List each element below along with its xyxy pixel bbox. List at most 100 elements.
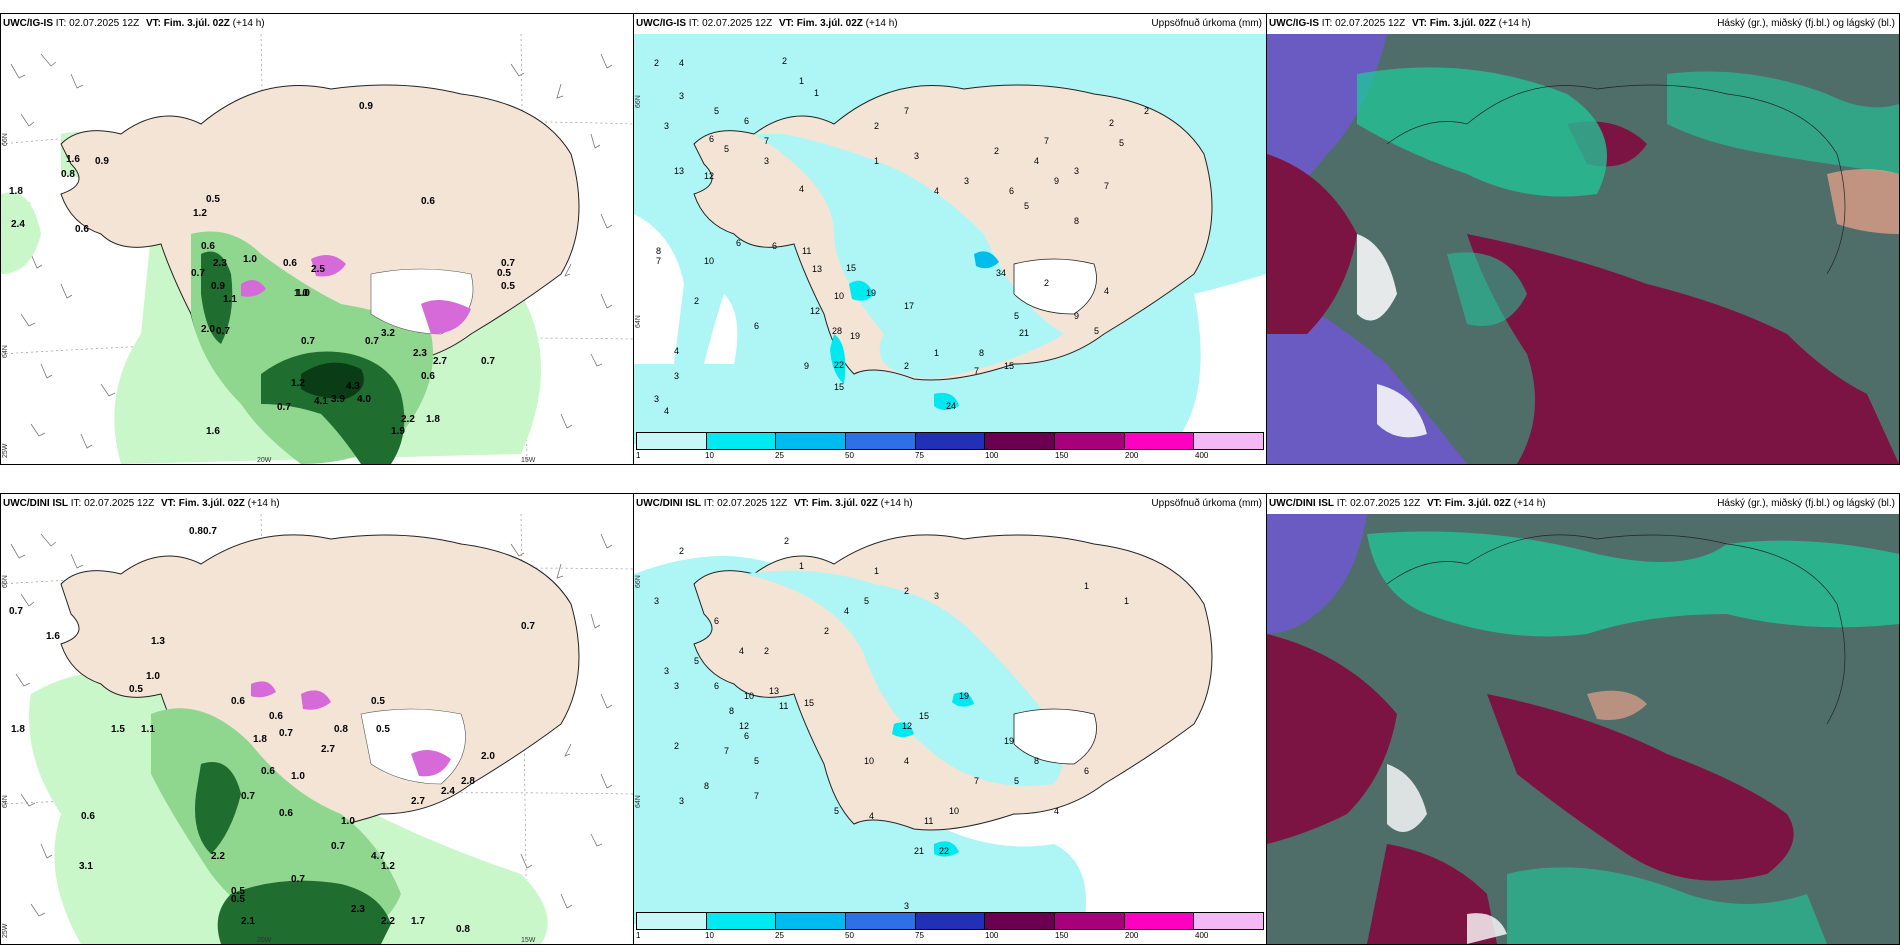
- model-name: UWC/DINI ISL: [1269, 498, 1334, 509]
- svg-text:8: 8: [1074, 216, 1079, 226]
- svg-text:13: 13: [812, 264, 822, 274]
- svg-text:8: 8: [729, 706, 734, 716]
- colorbar-ticks: 1 10 25 50 75 100 150 200 400: [636, 451, 1264, 461]
- svg-text:0.8: 0.8: [334, 724, 348, 735]
- svg-text:1: 1: [799, 76, 804, 86]
- svg-text:0.5: 0.5: [371, 696, 385, 707]
- svg-text:0.6: 0.6: [201, 241, 215, 252]
- svg-text:2.7: 2.7: [411, 796, 425, 807]
- svg-text:1: 1: [874, 156, 879, 166]
- svg-text:1.0: 1.0: [146, 671, 160, 682]
- colorbar-tick: 400: [1195, 931, 1209, 940]
- svg-text:3: 3: [679, 91, 684, 101]
- svg-text:2.1: 2.1: [241, 916, 255, 927]
- panel-clouds-top: UWC/IG-IS IT: 02.07.2025 12Z VT: Fim. 3.…: [1266, 13, 1900, 465]
- svg-text:2: 2: [904, 586, 909, 596]
- issue-time: IT: 02.07.2025 12Z: [688, 18, 773, 29]
- svg-text:2: 2: [874, 121, 879, 131]
- svg-text:15: 15: [1004, 361, 1014, 371]
- svg-text:2.3: 2.3: [351, 904, 365, 915]
- svg-text:28: 28: [832, 326, 842, 336]
- valid-time: VT: Fim. 3.júl. 02Z: [160, 498, 245, 509]
- svg-text:3: 3: [1074, 166, 1079, 176]
- svg-text:2: 2: [784, 536, 789, 546]
- svg-text:19: 19: [959, 691, 969, 701]
- svg-text:2.7: 2.7: [321, 744, 335, 755]
- svg-text:2.3: 2.3: [213, 258, 227, 269]
- svg-text:13: 13: [674, 166, 684, 176]
- svg-text:1.7: 1.7: [411, 916, 425, 927]
- svg-text:24: 24: [946, 401, 956, 411]
- colorbar-tick: 50: [845, 451, 854, 460]
- svg-text:19: 19: [866, 288, 876, 298]
- svg-text:1.9: 1.9: [391, 426, 405, 437]
- svg-text:3: 3: [904, 901, 909, 911]
- svg-text:2.2: 2.2: [211, 851, 225, 862]
- svg-text:0.7: 0.7: [501, 258, 515, 269]
- accum-values: 2 4 2 1 3 3 5 2 7 1 6 7 6 5 13 12 3 4 1 …: [654, 56, 1149, 416]
- colorbar-tick: 400: [1195, 451, 1209, 460]
- svg-text:4: 4: [844, 606, 849, 616]
- svg-text:1: 1: [814, 88, 819, 98]
- colorbar-tick: 75: [915, 451, 924, 460]
- svg-text:2: 2: [654, 58, 659, 68]
- lead-time: (+14 h): [1513, 498, 1546, 509]
- svg-text:4: 4: [1034, 156, 1039, 166]
- svg-text:2.8: 2.8: [461, 776, 475, 787]
- svg-text:4: 4: [679, 58, 684, 68]
- svg-text:2: 2: [679, 546, 684, 556]
- svg-text:1.1: 1.1: [223, 294, 237, 305]
- svg-text:2: 2: [1144, 106, 1149, 116]
- svg-text:1.6: 1.6: [206, 426, 220, 437]
- model-name: UWC/IG-IS: [1269, 18, 1319, 29]
- svg-text:1.0: 1.0: [291, 771, 305, 782]
- svg-text:13: 13: [769, 686, 779, 696]
- colorbar-tick: 100: [985, 451, 999, 460]
- svg-text:8: 8: [656, 246, 661, 256]
- svg-text:66N: 66N: [635, 95, 642, 108]
- svg-text:4.7: 4.7: [371, 851, 385, 862]
- issue-time: IT: 02.07.2025 12Z: [1321, 18, 1406, 29]
- svg-text:3: 3: [664, 666, 669, 676]
- svg-text:2: 2: [994, 146, 999, 156]
- svg-text:1.8: 1.8: [426, 414, 440, 425]
- svg-text:2.4: 2.4: [11, 219, 25, 230]
- svg-text:3: 3: [914, 151, 919, 161]
- svg-text:12: 12: [902, 721, 912, 731]
- svg-text:8: 8: [1034, 756, 1039, 766]
- svg-text:1: 1: [1124, 596, 1129, 606]
- svg-text:5: 5: [1024, 201, 1029, 211]
- svg-text:6: 6: [1009, 186, 1014, 196]
- svg-text:0.5: 0.5: [497, 268, 511, 279]
- panel-header: UWC/IG-IS IT: 02.07.2025 12Z VT: Fim. 3.…: [3, 17, 629, 31]
- svg-text:0.6: 0.6: [231, 696, 245, 707]
- svg-text:15: 15: [804, 698, 814, 708]
- panel-header: UWC/DINI ISL IT: 02.07.2025 12Z VT: Fim.…: [3, 497, 629, 511]
- lead-time: (+14 h): [880, 498, 913, 509]
- colorbar-tick: 200: [1125, 451, 1139, 460]
- svg-text:1: 1: [874, 566, 879, 576]
- svg-text:7: 7: [974, 776, 979, 786]
- svg-text:4.1: 4.1: [314, 396, 328, 407]
- svg-text:2: 2: [904, 361, 909, 371]
- svg-text:1: 1: [799, 561, 804, 571]
- svg-text:0.6: 0.6: [261, 766, 275, 777]
- panel-title: Uppsöfnuð úrkoma (mm): [1151, 498, 1262, 509]
- svg-text:22: 22: [939, 846, 949, 856]
- svg-text:3: 3: [654, 596, 659, 606]
- colorbar-tick: 1: [636, 931, 641, 940]
- svg-text:2.4: 2.4: [441, 786, 455, 797]
- svg-text:15: 15: [834, 382, 844, 392]
- svg-text:0.6: 0.6: [81, 811, 95, 822]
- svg-text:2: 2: [824, 626, 829, 636]
- svg-text:0.7: 0.7: [301, 336, 315, 347]
- svg-text:6: 6: [1084, 766, 1089, 776]
- colorbar: [636, 912, 1264, 930]
- svg-text:0.6: 0.6: [75, 224, 89, 235]
- svg-text:21: 21: [1019, 328, 1029, 338]
- svg-text:3: 3: [764, 156, 769, 166]
- svg-text:6: 6: [714, 681, 719, 691]
- axis-labels: 66N 64N: [635, 575, 642, 808]
- svg-text:0.6: 0.6: [279, 808, 293, 819]
- colorbar-tick: 100: [985, 931, 999, 940]
